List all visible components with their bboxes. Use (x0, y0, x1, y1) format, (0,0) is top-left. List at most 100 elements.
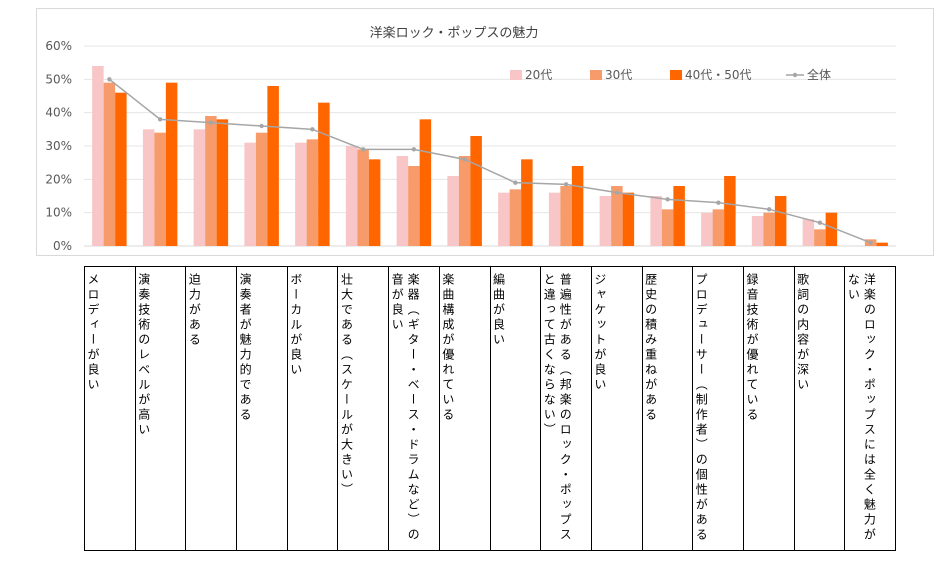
legend-label: 40代・50代 (685, 68, 752, 82)
bar-40代・50代 (115, 92, 127, 247)
bar-20代 (599, 196, 612, 246)
category-label: 普遍性がある（邦楽のロック・ポップスと違って古くならない） (542, 273, 573, 543)
bar-40代・50代 (368, 159, 381, 246)
category-cell: 演奏者が魅力的である (236, 266, 288, 551)
line-point (157, 117, 163, 122)
category-cell: メロディーが良い (84, 266, 136, 551)
category-label: 壮大である（スケールが大きい） (339, 273, 354, 498)
bar-30代 (458, 156, 471, 246)
bar-40代・50代 (571, 166, 584, 246)
bar-line-chart: 洋楽ロック・ポップスの魅力 0% 10% 20% 30% 40% 50% 60% 20代 30… (45, 25, 896, 253)
bar-20代 (244, 142, 256, 246)
line-point (411, 147, 417, 152)
bar-40代・50代 (267, 86, 279, 246)
category-cell: プロデューサー（制作者）の個性がある (692, 266, 744, 551)
legend-marker (792, 72, 798, 78)
bar-20代 (498, 192, 510, 246)
y-tick-label: 30% (45, 139, 72, 153)
line-point (513, 180, 518, 185)
category-label: プロデューサー（制作者）の個性がある (694, 273, 709, 543)
bar-20代 (345, 146, 358, 246)
bar-40代・50代 (419, 119, 432, 246)
legend-swatch (670, 70, 682, 80)
bar-20代 (142, 129, 155, 246)
bar-30代 (357, 149, 369, 246)
line-point (208, 120, 214, 125)
category-cell: ボーカルが良い (286, 266, 339, 551)
chart-title: 洋楽ロック・ポップスの魅力 (370, 25, 539, 41)
bar-30代 (103, 82, 116, 247)
category-label: 演奏者が魅力的である (238, 273, 253, 423)
bars (92, 66, 888, 247)
category-label: 歌詞の内容が深い (795, 273, 810, 393)
category-label: ボーカルが良い (288, 273, 303, 378)
category-cell: 壮大である（スケールが大きい） (337, 266, 390, 551)
bar-20代 (802, 219, 815, 246)
category-cell: 洋楽のロック・ポップスには全く魅力がない (844, 266, 896, 551)
bar-40代・50代 (165, 82, 178, 247)
bar-20代 (751, 216, 764, 246)
bar-40代・50代 (622, 192, 635, 246)
category-cell: 楽器（ギター・ベース・ドラムなど）の音が良い (388, 266, 440, 551)
bar-30代 (814, 229, 826, 246)
category-label: 編曲が良い (491, 273, 506, 348)
bar-20代 (548, 192, 561, 246)
line-point (259, 123, 264, 129)
category-cell: 演奏技術のレベルが高い (134, 266, 187, 551)
legend: 20代 30代 40代・50代 全体 (510, 67, 831, 82)
category-label: 演奏技術のレベルが高い (136, 273, 151, 438)
line-point (665, 197, 670, 202)
legend-label: 30代 (605, 68, 632, 82)
bar-30代 (205, 116, 217, 246)
category-cell: ジャケットが良い (590, 266, 643, 551)
line-point (462, 157, 467, 162)
category-label: 洋楽のロック・ポップスには全く魅力がない (846, 273, 877, 543)
y-tick-label: 50% (45, 72, 72, 86)
category-label: 歴史の積み重ねがある (643, 273, 658, 423)
bar-20代 (396, 156, 409, 246)
bar-20代 (447, 176, 459, 246)
line-point (817, 220, 823, 225)
y-axis-ticks: 0% 10% 20% 30% 40% 50% 60% (45, 39, 72, 253)
category-cell: 普遍性がある（邦楽のロック・ポップスと違って古くならない） (540, 266, 592, 551)
bar-40代・50代 (673, 186, 685, 246)
category-cell: 編曲が良い (489, 266, 542, 551)
category-label-row: メロディーが良い 演奏技術のレベルが高い 迫力がある 演奏者が魅力的である ボーカルが良… (84, 266, 896, 551)
bar-40代・50代 (724, 176, 736, 246)
legend-swatch (510, 70, 522, 80)
category-cell: 楽曲構成が優れている (438, 266, 491, 551)
category-cell: 迫力がある (185, 266, 238, 551)
bar-20代 (650, 196, 662, 246)
category-label-table: メロディーが良い 演奏技術のレベルが高い 迫力がある 演奏者が魅力的である ボーカルが良… (84, 266, 896, 551)
bar-30代 (154, 132, 166, 246)
category-cell: 歴史の積み重ねがある (641, 266, 694, 551)
category-cell: 歌詞の内容が深い (793, 266, 846, 551)
category-label: 楽器（ギター・ベース・ドラムなど）の音が良い (390, 273, 421, 543)
line-point (360, 147, 366, 152)
bar-30代 (306, 139, 319, 246)
total-line (107, 77, 873, 245)
category-cell: 録音技術が優れている (742, 266, 795, 551)
bar-20代 (295, 142, 307, 246)
line-全体 (108, 78, 871, 244)
legend-label: 20代 (525, 68, 552, 82)
bar-40代・50代 (318, 102, 330, 247)
line-point (614, 190, 620, 195)
bar-40代・50代 (825, 212, 838, 246)
y-tick-label: 10% (45, 206, 72, 220)
bar-40代・50代 (216, 119, 229, 246)
line-point (716, 200, 721, 205)
bar-30代 (509, 189, 522, 246)
bar-20代 (701, 212, 713, 246)
line-point (107, 77, 112, 82)
legend-label: 全体 (807, 67, 831, 82)
legend-swatch (590, 70, 602, 80)
bar-40代・50代 (521, 159, 533, 246)
bar-40代・50代 (876, 242, 888, 246)
chart-area (36, 8, 934, 256)
bar-30代 (661, 209, 674, 246)
category-label: 迫力がある (187, 273, 202, 348)
line-point (868, 240, 873, 245)
y-tick-label: 40% (45, 106, 72, 120)
category-label: 録音技術が優れている (744, 273, 759, 423)
